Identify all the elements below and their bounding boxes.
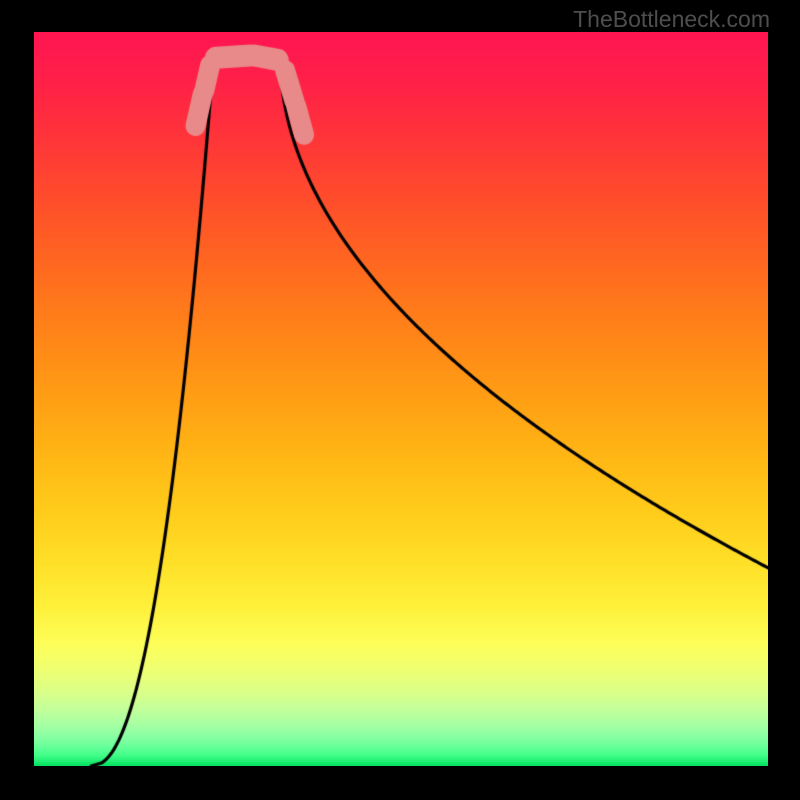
marker-dots <box>34 32 768 766</box>
watermark-text: TheBottleneck.com <box>573 6 770 33</box>
plot-area <box>34 32 768 766</box>
chart-stage: TheBottleneck.com <box>0 0 800 800</box>
